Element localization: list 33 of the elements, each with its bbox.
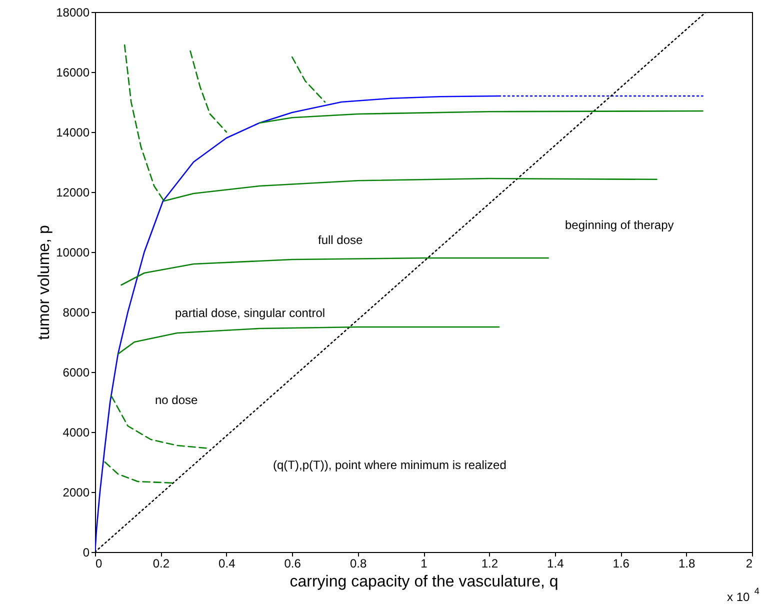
y-tick-label: 16000 [56,66,90,80]
x-tick-label: 1.4 [547,556,564,570]
y-tick-label: 2000 [62,486,90,500]
x-tick-label: 1.6 [612,556,630,570]
line-series [258,110,704,124]
x-tick-label: 0 [96,556,102,570]
y-tick-label: 14000 [56,126,90,140]
x-tick-label: 1.2 [481,556,498,570]
y-tick-label: 8000 [62,306,90,320]
x-tick-label: 0.4 [218,556,236,570]
x-tick-label: 0.2 [152,556,170,570]
annotation: partial dose, singular control [175,306,326,320]
y-tick-label: 6000 [62,366,90,380]
x-tick-label: 0.6 [284,556,302,570]
y-tick-label: 12000 [56,186,90,200]
x-tick-label: 1 [420,556,428,570]
x-tick-label: 1.8 [678,556,696,570]
annotation: full dose [318,233,364,247]
y-tick-label: 10000 [56,246,90,260]
line-series [190,50,228,133]
annotation: beginning of therapy [565,218,674,232]
line-series [104,461,174,484]
line-series [120,257,549,286]
line-series [117,326,500,355]
y-tick-label: 0 [82,546,90,560]
y-tick-label: 4000 [62,426,90,440]
annotation: (q(T),p(T)), point where minimum is realized [273,458,506,472]
x-tick-label: 2 [746,556,753,570]
y-tick-label: 18000 [56,6,90,20]
annotation: no dose [155,393,198,407]
y-axis-title: tumor volume, p [36,225,54,340]
x-axis-title: carrying capacity of the vasculature, q [290,574,558,590]
x-tick-label: 0.8 [350,556,367,570]
